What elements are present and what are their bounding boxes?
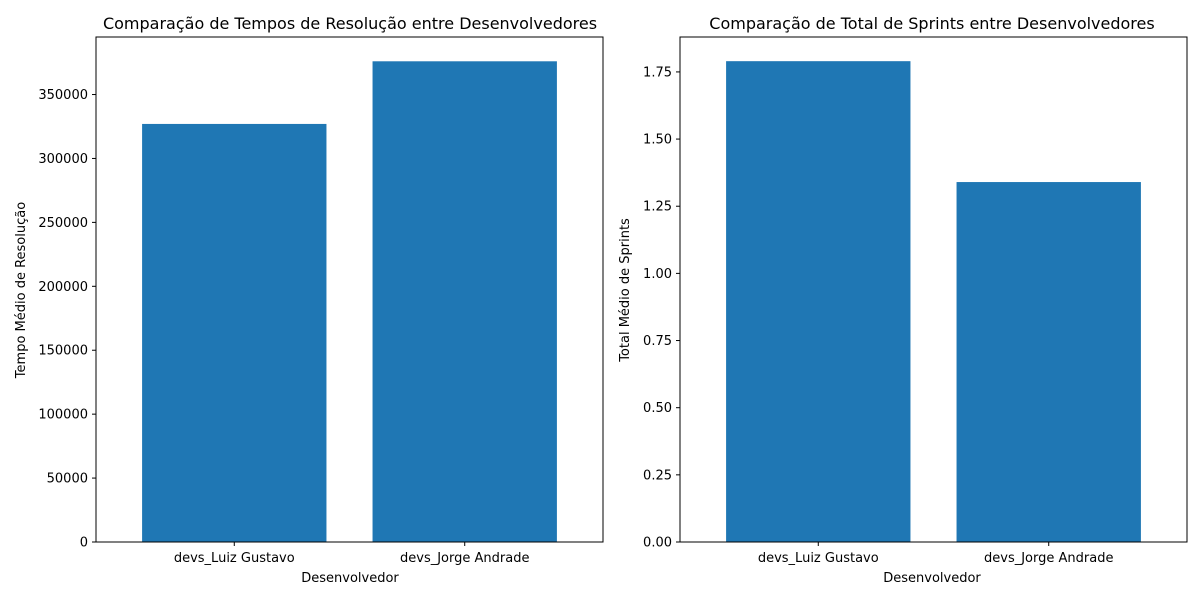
- x-axis-label: Desenvolvedor: [301, 571, 399, 586]
- y-tick-label: 0.50: [643, 401, 672, 416]
- bars-group: [142, 61, 557, 542]
- chart-title: Comparação de Total de Sprints entre Des…: [709, 14, 1154, 33]
- chart-title: Comparação de Tempos de Resolução entre …: [103, 14, 597, 33]
- bars-group: [726, 61, 1141, 542]
- y-tick-label: 0.00: [643, 536, 672, 551]
- x-ticks-group: devs_Luiz Gustavo devs_Jorge Andrade: [758, 542, 1113, 566]
- bar-2: [372, 61, 557, 542]
- y-tick-label: 350000: [38, 88, 88, 103]
- x-tick-label: devs_Jorge Andrade: [984, 551, 1113, 566]
- plot-frame: [95, 36, 604, 543]
- y-tick-label: 0.25: [643, 468, 672, 483]
- y-ticks-group: 0 50000 100000 150000 200000 250000 300000 3500…: [38, 88, 96, 551]
- y-tick-label: 1.25: [643, 200, 672, 215]
- y-tick-label: 1.75: [643, 65, 672, 80]
- y-tick-label: 0.75: [643, 334, 672, 349]
- x-tick-label: devs_Jorge Andrade: [400, 551, 529, 566]
- chart-sprints-total: 0.00 0.25 0.50 0.75 1.00 1.25 1.50 1.75 devs_Lu…: [618, 14, 1188, 586]
- y-tick-label: 150000: [38, 344, 88, 359]
- y-tick-label: 300000: [38, 152, 88, 167]
- x-tick-label: devs_Luiz Gustavo: [174, 551, 295, 566]
- y-ticks-group: 0.00 0.25 0.50 0.75 1.00 1.25 1.50 1.75: [643, 65, 680, 551]
- x-axis-label: Desenvolvedor: [883, 571, 981, 586]
- y-axis-label: Total Médio de Sprints: [618, 218, 633, 363]
- bar-1: [142, 123, 327, 542]
- y-axis-label: Tempo Médio de Resolução: [14, 202, 29, 379]
- y-tick-label: 200000: [38, 280, 88, 295]
- bar-1: [726, 61, 911, 542]
- y-tick-label: 1.50: [643, 133, 672, 148]
- plot-frame: [679, 36, 1188, 543]
- bar-2: [956, 182, 1141, 542]
- x-ticks-group: devs_Luiz Gustavo devs_Jorge Andrade: [174, 542, 529, 566]
- y-tick-label: 250000: [38, 216, 88, 231]
- y-tick-label: 50000: [47, 472, 88, 487]
- y-tick-label: 0: [80, 536, 88, 551]
- y-tick-label: 1.00: [643, 267, 672, 282]
- x-tick-label: devs_Luiz Gustavo: [758, 551, 879, 566]
- chart-resolution-time: 0 50000 100000 150000 200000 250000 300000 3500…: [14, 14, 604, 586]
- y-tick-label: 100000: [38, 408, 88, 423]
